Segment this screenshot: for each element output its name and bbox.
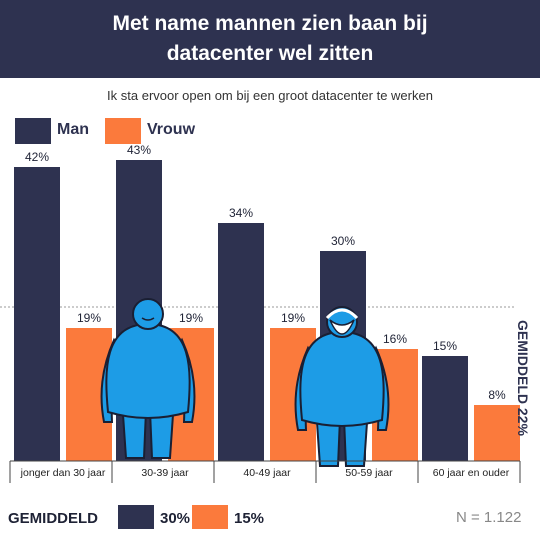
legend-label-man: Man [57, 121, 89, 138]
sample-size: N = 1.122 [456, 509, 522, 526]
footer-average-vrouw: 15% [234, 510, 265, 527]
chart-title-line2: datacenter wel zitten [166, 42, 374, 65]
average-line-label: GEMIDDELD 22% [515, 320, 531, 436]
legend-swatch-man [15, 118, 51, 144]
data-label-man-3: 30% [331, 234, 355, 248]
bar-man-4 [422, 356, 468, 461]
data-label-vrouw-1: 19% [179, 311, 203, 325]
legend-swatch-vrouw [105, 118, 141, 144]
data-label-vrouw-3: 16% [383, 332, 407, 346]
data-label-vrouw-2: 19% [281, 311, 305, 325]
footer-swatch-vrouw [192, 505, 228, 529]
data-label-vrouw-4: 8% [488, 388, 506, 402]
bar-chart: 42% 19% 43% 19% 34% 19% 30% 16% 15% 8% jonger dan… [0, 143, 521, 483]
footer-average-label: GEMIDDELD [8, 510, 98, 527]
footer-average-man: 30% [160, 510, 191, 527]
category-label-0: jonger dan 30 jaar [20, 467, 106, 479]
data-label-man-0: 42% [25, 150, 49, 164]
legend-label-vrouw: Vrouw [147, 121, 196, 138]
category-label-3: 50-59 jaar [345, 467, 393, 479]
data-label-man-4: 15% [433, 339, 457, 353]
chart-title-line1: Met name mannen zien baan bij [112, 12, 428, 35]
header: Met name mannen zien baan bij datacenter… [0, 0, 540, 78]
person-icon [294, 306, 390, 467]
figures-group [100, 298, 390, 467]
bars-group: 42% 19% 43% 19% 34% 19% 30% 16% 15% 8% [0, 143, 520, 461]
footer-swatch-man [118, 505, 154, 529]
footer: GEMIDDELD 30% 15% N = 1.122 [0, 496, 540, 538]
bar-vrouw-4 [474, 405, 520, 461]
data-label-man-2: 34% [229, 206, 253, 220]
x-axis: jonger dan 30 jaar 30-39 jaar 40-49 jaar 50… [9, 460, 521, 483]
bar-man-2 [218, 223, 264, 461]
category-label-4: 60 jaar en ouder [433, 467, 510, 479]
category-label-1: 30-39 jaar [141, 467, 189, 479]
bar-man-0 [14, 167, 60, 461]
chart-subtitle: Ik sta ervoor open om bij een groot data… [107, 88, 433, 103]
data-label-vrouw-0: 19% [77, 311, 101, 325]
category-label-2: 40-49 jaar [243, 467, 291, 479]
data-label-man-1: 43% [127, 143, 151, 157]
person-icon [100, 298, 196, 459]
